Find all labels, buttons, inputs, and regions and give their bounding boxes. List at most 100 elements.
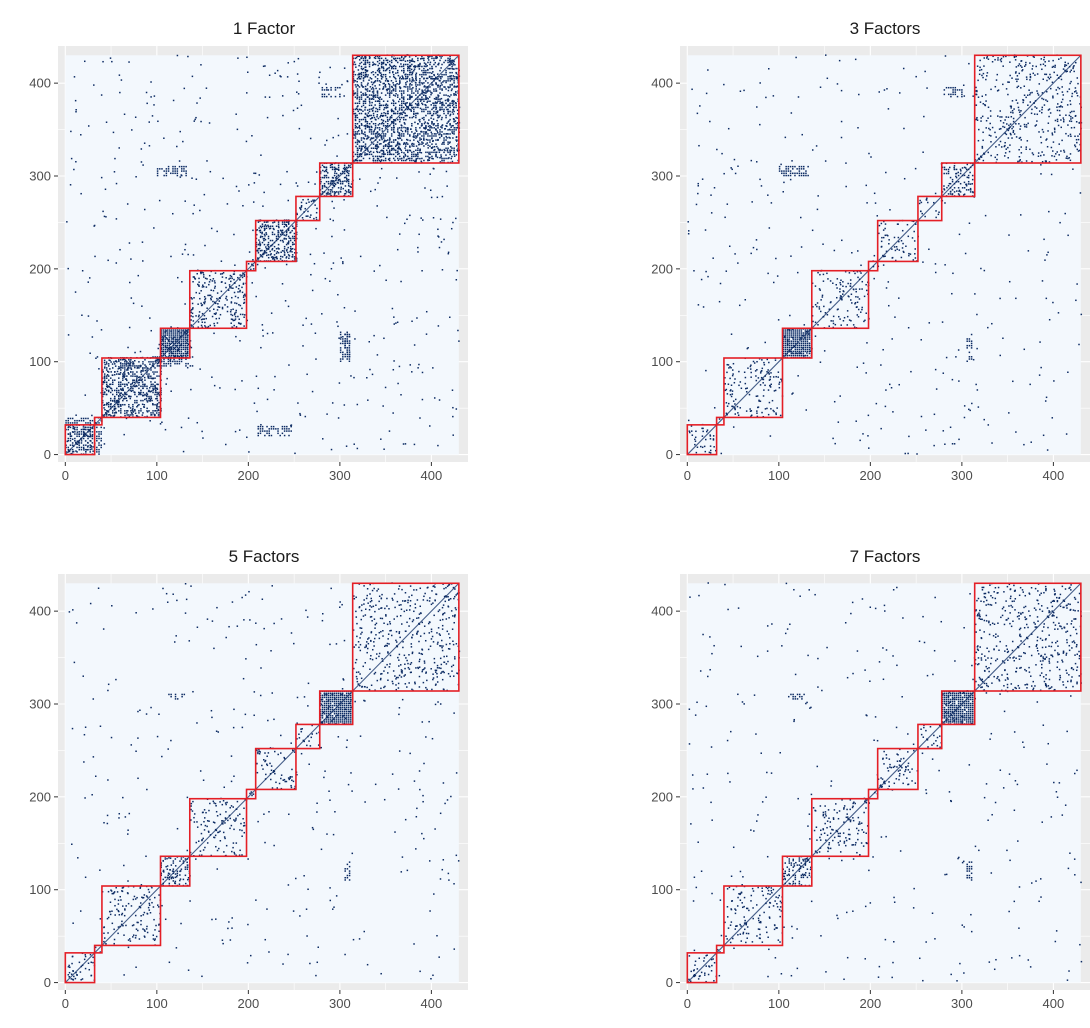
heatmap-cell — [89, 419, 91, 422]
heatmap-cell — [700, 445, 702, 448]
heatmap-cell — [285, 256, 288, 258]
heatmap-cell — [392, 82, 394, 84]
heatmap-cell — [169, 343, 172, 346]
heatmap-cell — [802, 338, 805, 340]
heatmap-cell — [433, 397, 436, 399]
heatmap-cell — [126, 375, 128, 377]
heatmap-cell — [160, 347, 163, 350]
heatmap-cell — [260, 255, 263, 257]
heatmap-cell — [122, 373, 124, 375]
heatmap-cell — [165, 168, 168, 170]
heatmap-cell — [143, 404, 146, 406]
heatmap-cell — [396, 57, 399, 60]
heatmap-cell — [72, 445, 75, 447]
heatmap-cell — [140, 369, 143, 372]
heatmap-cell — [325, 89, 328, 91]
heatmap-cell — [258, 229, 261, 232]
heatmap-cell — [397, 100, 400, 103]
heatmap-cell — [156, 399, 159, 402]
heatmap-cell — [283, 428, 286, 430]
heatmap-cell — [235, 326, 238, 328]
heatmap-cell — [816, 305, 818, 308]
heatmap-cell — [113, 414, 116, 416]
heatmap-cell — [409, 61, 411, 64]
heatmap-cell — [148, 373, 150, 375]
heatmap-cell — [354, 73, 357, 76]
heatmap-cell — [374, 76, 377, 78]
heatmap-cell — [392, 75, 395, 78]
heatmap-cell — [411, 151, 413, 154]
heatmap-cell — [430, 91, 432, 94]
heatmap-cell — [427, 122, 430, 125]
heatmap-cell — [793, 345, 796, 348]
heatmap-cell — [285, 250, 288, 252]
heatmap-cell — [238, 190, 240, 192]
heatmap-cell — [382, 141, 385, 143]
heatmap-cell — [377, 158, 380, 160]
heatmap-cell — [239, 304, 242, 307]
heatmap-cell — [242, 272, 244, 274]
heatmap-cell — [288, 257, 290, 259]
heatmap-cell — [103, 379, 106, 381]
heatmap-cell — [261, 225, 264, 227]
heatmap-cell — [144, 367, 146, 369]
heatmap-cell — [233, 324, 235, 327]
heatmap-cell — [130, 385, 132, 388]
heatmap-cell — [74, 439, 76, 442]
heatmap-cell — [438, 151, 441, 153]
heatmap-cell — [150, 414, 152, 416]
heatmap-cell — [203, 193, 206, 196]
heatmap-cell — [708, 451, 711, 454]
heatmap-cell — [289, 237, 292, 240]
heatmap-cell — [804, 354, 807, 357]
heatmap-cell — [275, 239, 278, 242]
heatmap-cell — [749, 410, 752, 412]
heatmap-cell — [422, 94, 425, 97]
heatmap-cell — [70, 157, 73, 160]
heatmap-cell — [260, 226, 263, 229]
heatmap-cell — [449, 80, 451, 82]
heatmap-cell — [111, 393, 114, 396]
heatmap-cell — [122, 363, 124, 365]
heatmap-cell — [364, 126, 367, 128]
heatmap-cell — [436, 151, 438, 154]
heatmap-cell — [398, 127, 401, 129]
heatmap-cell — [208, 283, 210, 286]
heatmap-cell — [376, 94, 379, 96]
heatmap-cell — [432, 78, 434, 80]
heatmap-cell — [134, 375, 136, 378]
heatmap-cell — [420, 160, 422, 163]
heatmap-cell — [109, 359, 111, 362]
heatmap-cell — [87, 417, 89, 420]
heatmap-cell — [397, 134, 400, 137]
heatmap-cell — [100, 329, 103, 331]
heatmap-cell — [117, 405, 120, 408]
heatmap-cell — [163, 358, 165, 360]
heatmap-cell — [371, 126, 373, 129]
heatmap-cell — [264, 224, 267, 226]
heatmap-cell — [69, 444, 72, 446]
heatmap-cell — [449, 57, 451, 60]
heatmap-cell — [80, 448, 83, 451]
heatmap-cell — [370, 88, 373, 90]
heatmap-cell — [433, 90, 435, 92]
heatmap-cell — [367, 82, 369, 85]
heatmap-cell — [265, 233, 268, 236]
heatmap-cell — [337, 168, 340, 171]
heatmap-cell — [451, 102, 453, 105]
heatmap-cell — [800, 340, 803, 342]
heatmap-cell — [415, 65, 417, 68]
heatmap-cell — [132, 414, 134, 416]
heatmap-cell — [325, 166, 327, 169]
heatmap-cell — [315, 216, 318, 219]
heatmap-cell — [418, 143, 420, 146]
heatmap-cell — [178, 362, 181, 365]
heatmap-cell — [100, 433, 102, 435]
heatmap-cell — [394, 112, 396, 115]
heatmap-cell — [235, 113, 237, 115]
heatmap-cell — [233, 291, 236, 294]
heatmap-cell — [162, 336, 165, 339]
heatmap-cell — [74, 437, 76, 440]
heatmap-cell — [374, 104, 376, 106]
heatmap-cell — [264, 267, 266, 269]
